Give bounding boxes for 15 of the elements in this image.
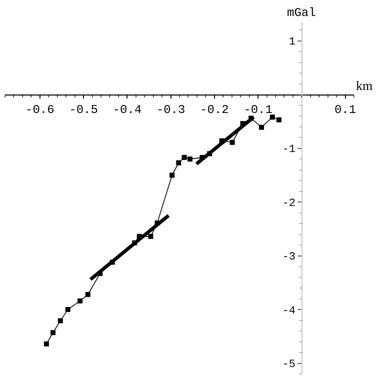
x-tick-label: -0.1	[244, 102, 272, 117]
x-tick-label: -0.4	[112, 102, 142, 117]
y-axis-title: mGal	[287, 6, 316, 20]
x-tick-label: -0.5	[69, 102, 98, 117]
y-tick-label: -1	[282, 144, 296, 156]
y-tick-label: 1	[288, 36, 296, 49]
y-tick-label: -5	[282, 359, 296, 372]
y-tick-label: -4	[282, 305, 296, 318]
x-tick-label: -0.2	[200, 102, 229, 117]
x-tick-label: 0.1	[334, 102, 356, 117]
y-tick-label: -2	[282, 198, 296, 210]
x-tick-label: -0.6	[25, 102, 54, 117]
y-tick-label: -3	[282, 252, 296, 264]
x-axis-title: km	[356, 78, 373, 93]
x-tick-label: -0.3	[156, 102, 186, 117]
